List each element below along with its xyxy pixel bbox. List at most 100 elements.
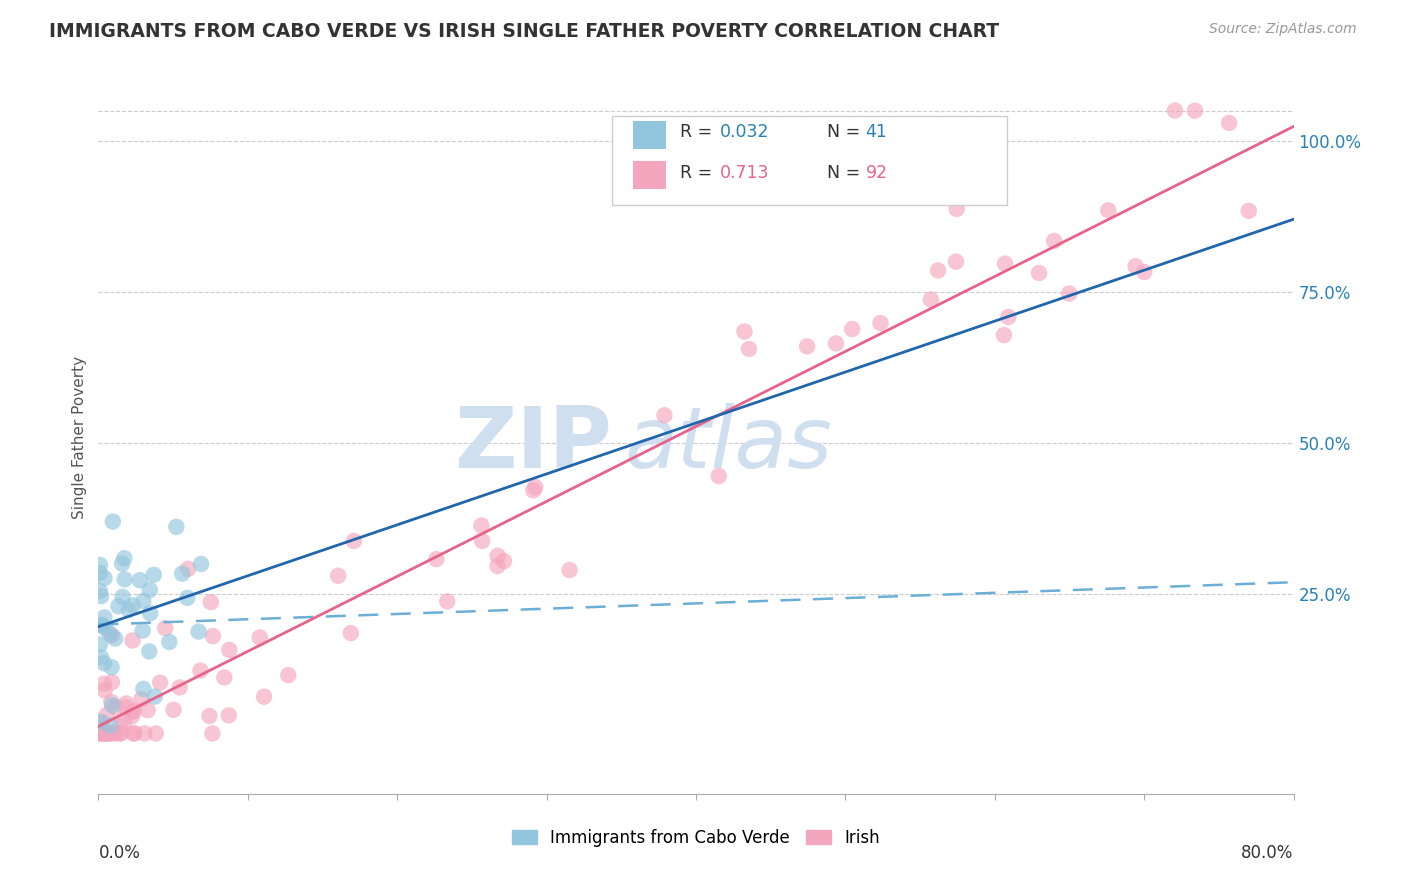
Point <box>733 325 755 339</box>
Text: R =: R = <box>681 123 718 141</box>
Point <box>89 558 111 572</box>
Point <box>492 554 515 568</box>
Text: 0.713: 0.713 <box>720 164 769 182</box>
Point <box>94 683 117 698</box>
Point <box>920 293 942 307</box>
FancyBboxPatch shape <box>633 161 666 189</box>
Text: Source: ZipAtlas.com: Source: ZipAtlas.com <box>1209 22 1357 37</box>
Point <box>132 681 155 696</box>
Point <box>869 316 891 330</box>
Point <box>91 726 114 740</box>
Point <box>101 628 124 642</box>
Point <box>143 690 166 704</box>
Point <box>90 618 112 632</box>
FancyBboxPatch shape <box>613 116 1007 205</box>
Point <box>100 660 122 674</box>
Point <box>98 627 121 641</box>
Point <box>101 515 124 529</box>
Point <box>945 202 967 216</box>
Point <box>328 568 350 582</box>
Point <box>654 409 676 423</box>
Point <box>132 594 155 608</box>
Point <box>190 664 212 678</box>
Point <box>1133 265 1156 279</box>
Point <box>112 714 135 729</box>
Point <box>149 675 172 690</box>
Point <box>114 572 136 586</box>
Point <box>1097 203 1119 218</box>
Point <box>89 726 111 740</box>
Point <box>471 533 494 548</box>
Point <box>1218 116 1240 130</box>
Text: N =: N = <box>827 164 866 182</box>
Point <box>108 719 131 733</box>
Point <box>558 563 581 577</box>
Point <box>90 721 112 735</box>
Point <box>470 518 492 533</box>
Point <box>1028 266 1050 280</box>
Point <box>994 257 1017 271</box>
Point <box>94 726 117 740</box>
Point <box>98 719 121 733</box>
Point <box>121 709 143 723</box>
Text: ZIP: ZIP <box>454 402 613 486</box>
Point <box>218 643 240 657</box>
Point <box>122 726 145 740</box>
Point <box>142 567 165 582</box>
Point <box>214 671 236 685</box>
Point <box>1057 286 1080 301</box>
Point <box>486 549 509 563</box>
Point <box>111 557 134 571</box>
Point <box>201 726 224 740</box>
Point <box>136 703 159 717</box>
Point <box>218 708 240 723</box>
Point <box>98 726 121 740</box>
Point <box>1125 259 1147 273</box>
Point <box>94 726 117 740</box>
Point <box>118 602 141 616</box>
Point <box>90 589 112 603</box>
Point <box>707 469 730 483</box>
Point <box>945 254 967 268</box>
Point <box>1043 234 1066 248</box>
Point <box>425 552 447 566</box>
Point <box>138 644 160 658</box>
Point <box>112 551 135 566</box>
Point <box>738 342 761 356</box>
Text: N =: N = <box>827 123 866 141</box>
Point <box>187 624 209 639</box>
Point <box>927 263 949 277</box>
Point <box>176 591 198 605</box>
Point <box>101 675 124 690</box>
Text: R =: R = <box>681 164 718 182</box>
Point <box>100 726 122 740</box>
Point <box>177 562 200 576</box>
Point <box>122 704 145 718</box>
Point <box>89 726 111 740</box>
Point <box>172 566 194 581</box>
Point <box>524 480 547 494</box>
Text: 80.0%: 80.0% <box>1241 844 1294 862</box>
Point <box>825 336 848 351</box>
Point <box>121 599 143 613</box>
Point <box>104 700 127 714</box>
Point <box>145 726 167 740</box>
Point <box>100 695 122 709</box>
Point <box>121 705 143 719</box>
Point <box>134 726 156 740</box>
Point <box>108 726 131 740</box>
Point <box>94 726 117 740</box>
Point <box>93 571 115 585</box>
Point <box>1164 103 1187 118</box>
Point <box>169 681 191 695</box>
Point <box>198 709 221 723</box>
Point <box>96 707 118 722</box>
Point <box>94 621 117 635</box>
Point <box>1237 203 1260 218</box>
Point <box>157 635 180 649</box>
Point <box>131 692 153 706</box>
Point <box>796 339 818 353</box>
Point <box>200 595 222 609</box>
Point <box>153 621 176 635</box>
Text: 0.0%: 0.0% <box>98 844 141 862</box>
